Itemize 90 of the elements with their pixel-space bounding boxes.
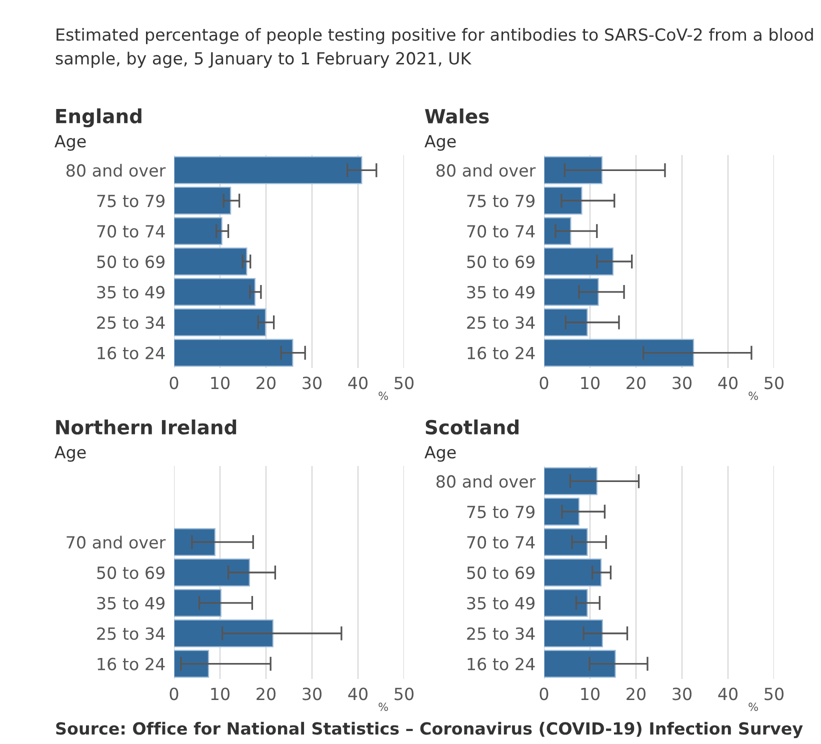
y-tick-label: 35 to 49 — [467, 596, 534, 610]
bar — [174, 186, 232, 215]
bar — [544, 498, 580, 526]
x-tick-label: 0 — [170, 376, 178, 390]
y-tick-label: 25 to 34 — [467, 316, 535, 329]
bar — [174, 278, 256, 306]
y-tick-label: 25 to 34 — [97, 316, 165, 329]
bar — [544, 558, 602, 586]
y-tick-label: 70 to 74 — [97, 225, 165, 238]
y-tick-label: 16 to 24 — [98, 658, 165, 670]
text: Estimated percentage of people testing positive for antibodies to SARS-CoV-2 from a blood sample, by age, 5 January to 1 February 2021, UK — [56, 28, 813, 68]
y-tick-label: 50 to 69 — [467, 566, 534, 580]
x-tick-label: 20 — [256, 376, 276, 390]
bar — [544, 248, 614, 276]
bar — [544, 217, 572, 246]
chart-title: Wales — [424, 108, 489, 124]
x-axis-title: % — [748, 702, 758, 712]
chart-title: Northern Ireland — [56, 419, 236, 435]
y-tick-label: 80 and over — [436, 474, 536, 488]
bar — [174, 156, 362, 184]
y-tick-label: 75 to 79 — [467, 506, 534, 518]
bar — [544, 528, 588, 556]
y-tick-label: 16 to 24 — [468, 346, 535, 360]
y-tick-label: 70 to 74 — [467, 536, 535, 549]
y-tick-label: 70 and over — [66, 536, 166, 549]
x-tick-label: 50 — [394, 376, 414, 390]
x-tick-label: 50 — [764, 688, 784, 700]
y-tick-label: 35 to 49 — [97, 286, 164, 298]
x-tick-label: 50 — [764, 376, 784, 390]
y-axis-title: Age — [54, 135, 86, 151]
y-tick-label: 50 to 69 — [97, 566, 164, 580]
chart-title: Scotland — [426, 419, 518, 435]
bar — [174, 217, 222, 246]
y-axis-title: Age — [54, 446, 86, 462]
bar — [174, 558, 250, 586]
bar — [174, 308, 266, 336]
x-tick-label: 10 — [581, 376, 600, 390]
x-tick-label: 0 — [170, 688, 178, 700]
x-tick-label: 10 — [211, 376, 230, 390]
y-axis-title: Age — [424, 135, 456, 151]
x-axis-title: % — [378, 392, 388, 400]
y-tick-label: 50 to 69 — [97, 255, 164, 268]
x-tick-label: 30 — [302, 376, 322, 390]
bar — [544, 588, 588, 617]
y-tick-label: 35 to 49 — [97, 596, 164, 610]
x-tick-label: 30 — [672, 376, 692, 390]
source-note: Source: Office for National Statistics – Coronavirus (COVID-19) Infection Survey — [56, 722, 803, 738]
bar — [174, 650, 210, 678]
bar — [544, 619, 603, 648]
y-axis-title: Age — [424, 446, 456, 462]
bar — [174, 588, 222, 617]
x-axis-title: % — [748, 392, 758, 400]
x-tick-label: 40 — [718, 688, 738, 700]
bar — [544, 308, 588, 336]
bar — [544, 156, 603, 184]
x-tick-label: 40 — [348, 376, 368, 390]
bar — [174, 248, 248, 276]
x-tick-label: 40 — [718, 376, 738, 390]
y-tick-label: 16 to 24 — [468, 658, 535, 670]
x-tick-label: 30 — [672, 688, 692, 700]
x-tick-label: 30 — [302, 688, 322, 700]
x-tick-label: 10 — [211, 688, 230, 700]
bar — [174, 528, 216, 556]
bar — [174, 619, 274, 648]
y-tick-label: 75 to 79 — [97, 194, 164, 208]
bar — [544, 338, 694, 367]
bar — [544, 278, 599, 306]
chart-title: England — [56, 108, 142, 128]
y-tick-label: 16 to 24 — [98, 346, 165, 360]
y-tick-label: 25 to 34 — [467, 627, 535, 640]
x-tick-label: 10 — [581, 688, 600, 700]
x-tick-label: 20 — [626, 376, 646, 390]
bar — [174, 338, 294, 367]
x-tick-label: 50 — [394, 688, 414, 700]
x-tick-label: 20 — [626, 688, 646, 700]
y-tick-label: 25 to 34 — [97, 627, 165, 640]
y-tick-label: 80 and over — [66, 164, 166, 177]
bar — [544, 186, 582, 215]
x-tick-label: 0 — [540, 376, 548, 390]
y-tick-label: 35 to 49 — [467, 286, 534, 298]
y-tick-label: 50 to 69 — [467, 255, 534, 268]
y-tick-label: 75 to 79 — [467, 194, 534, 208]
y-tick-label: 80 and over — [436, 164, 536, 177]
bar — [544, 650, 616, 678]
x-axis-title: % — [378, 702, 388, 712]
y-tick-label: 70 to 74 — [467, 225, 535, 238]
x-tick-label: 20 — [256, 688, 276, 700]
x-tick-label: 40 — [348, 688, 368, 700]
bar — [544, 467, 598, 496]
x-tick-label: 0 — [540, 688, 548, 700]
